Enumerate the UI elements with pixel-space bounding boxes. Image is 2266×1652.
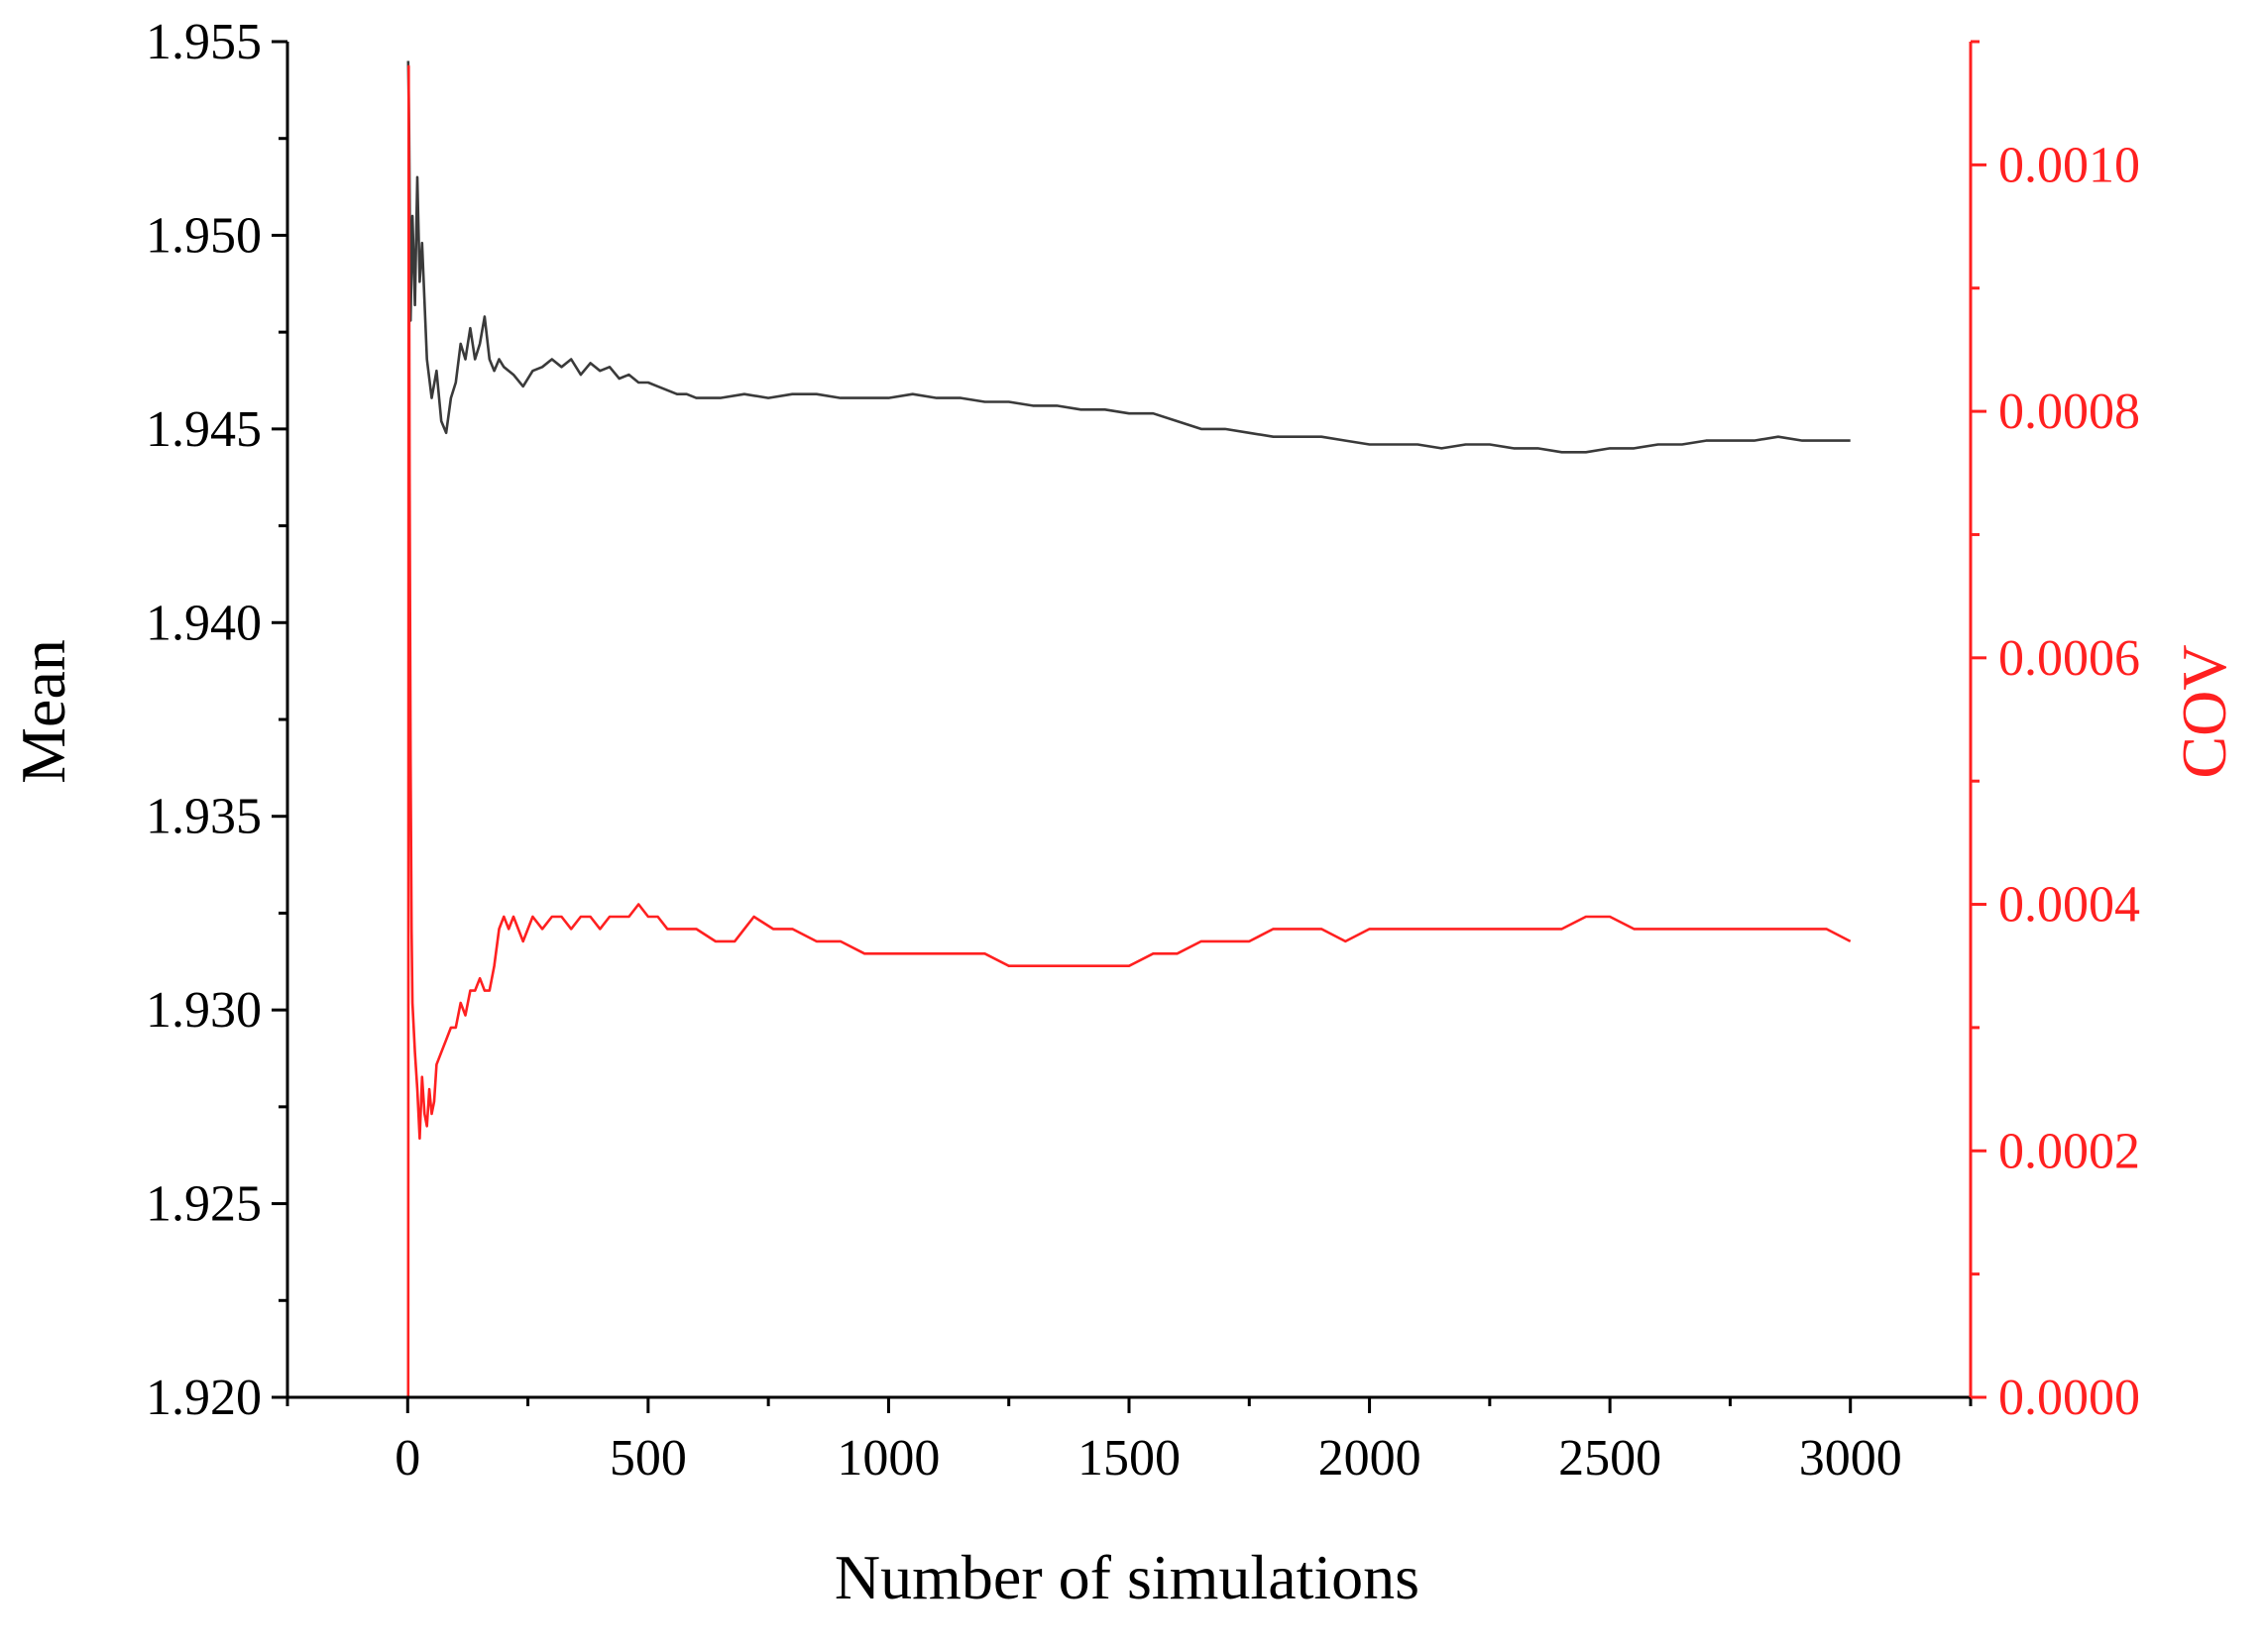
left-y-tick-label: 1.935 [146, 789, 262, 845]
right-y-tick-label: 0.0008 [1998, 384, 2140, 440]
axes [285, 42, 1973, 1399]
left-y-tick-label: 1.945 [146, 401, 262, 458]
x-tick-label: 1000 [837, 1430, 940, 1487]
left-y-tick-label: 1.930 [146, 982, 262, 1039]
x-tick-label: 1500 [1077, 1430, 1181, 1487]
right-y-axis-title: COV [2169, 644, 2239, 778]
right-y-tick-label: 0.0002 [1998, 1123, 2140, 1179]
right-y-tick-label: 0.0010 [1998, 137, 2140, 193]
right-y-tick-label: 0.0000 [1998, 1370, 2140, 1426]
left-y-axis-title: Mean [8, 639, 78, 784]
x-tick-label: 0 [395, 1430, 420, 1487]
x-tick-label: 2000 [1318, 1430, 1421, 1487]
left-y-tick-label: 1.950 [146, 207, 262, 264]
x-axis-title: Number of simulations [835, 1542, 1419, 1612]
mean-series-line [406, 60, 1851, 454]
axis-ticks [272, 40, 1986, 1413]
left-y-tick-label: 1.955 [146, 14, 262, 70]
x-tick-label: 2500 [1558, 1430, 1661, 1487]
left-y-tick-label: 1.925 [146, 1176, 262, 1233]
tick-labels: 0 500 1000 1500 2000 2500 3000 1.920 1.925 1.930 1… [146, 14, 2140, 1487]
left-y-tick-label: 1.940 [146, 595, 262, 651]
cov-series-line [406, 64, 1852, 1398]
right-y-tick-label: 0.0006 [1998, 630, 2140, 687]
left-y-tick-label: 1.920 [146, 1370, 262, 1426]
x-tick-label: 500 [610, 1430, 687, 1487]
right-y-tick-label: 0.0004 [1998, 877, 2140, 934]
plot-area [406, 60, 1852, 1398]
x-tick-label: 3000 [1799, 1430, 1902, 1487]
